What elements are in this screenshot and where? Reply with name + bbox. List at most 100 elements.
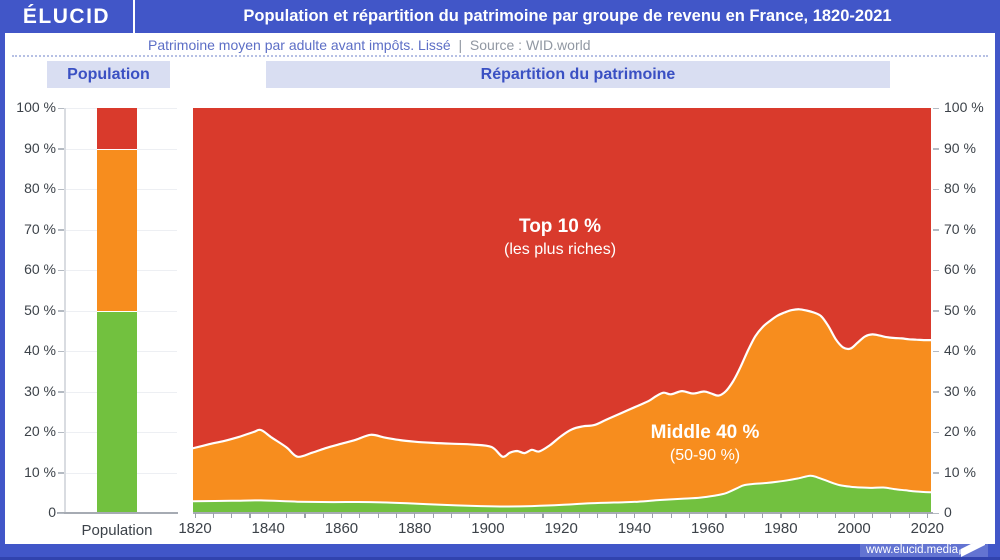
y-axis-tick-label: 60 % [24, 261, 56, 277]
page-border-right [995, 0, 1000, 560]
elucid-flag-icon [959, 537, 985, 557]
x-axis-tick [505, 513, 507, 518]
y-axis-tick-label: 50 % [944, 301, 976, 318]
x-axis-tick [725, 513, 727, 518]
y-axis-tick-label: 50 % [24, 301, 56, 318]
dotted-divider [12, 55, 988, 57]
y-axis-tick-label: 80 % [24, 180, 56, 196]
y-axis-tick [933, 472, 939, 474]
y-axis-tick-label: 10 % [944, 463, 976, 480]
y-axis-tick [933, 431, 939, 434]
subtitle-text: Patrimoine moyen par adulte avant impôts… [148, 37, 451, 53]
footer-bar [0, 544, 1000, 557]
y-axis-tick-label: 90 % [944, 139, 976, 156]
y-axis-tick [58, 107, 64, 110]
y-axis-tick [58, 310, 64, 312]
x-axis-tick [267, 513, 269, 518]
x-axis-tick [926, 513, 929, 518]
x-axis-tick [487, 513, 489, 518]
y-axis-tick [933, 310, 939, 312]
top10-title: Top 10 % [519, 216, 601, 237]
y-axis-tick [58, 148, 64, 150]
x-axis-tick-label: 1900 [471, 520, 505, 537]
x-axis-tick [286, 513, 288, 518]
y-axis-tick [933, 229, 939, 231]
y-axis-tick-label: 100 % [16, 99, 56, 115]
population-stacked-bar [97, 108, 137, 513]
main-chart-x-axis-line [193, 512, 933, 514]
middle40-subtitle: (50-90 %) [669, 447, 741, 464]
x-axis-tick [578, 513, 581, 518]
x-axis-tick [432, 513, 434, 518]
y-axis-tick [58, 472, 64, 474]
y-axis-tick [933, 269, 939, 272]
x-axis-tick [524, 513, 526, 518]
x-axis-tick-label: 2020 [910, 520, 945, 537]
population-chart-y-axis-line [64, 108, 66, 513]
y-axis-tick-label: 40 % [24, 342, 56, 358]
x-axis-tick [414, 513, 416, 518]
y-axis-tick-label: 10 % [24, 463, 56, 480]
x-axis-tick [194, 513, 196, 518]
y-axis-tick-label: 40 % [944, 342, 976, 358]
x-axis-tick [212, 513, 214, 518]
x-axis-tick [743, 513, 745, 518]
x-axis-tick [340, 513, 343, 518]
x-axis-tick [780, 513, 782, 518]
x-axis-tick-label: 1980 [764, 520, 798, 537]
middle40-title: Middle 40 % [650, 422, 760, 443]
x-axis-tick [597, 513, 599, 518]
x-axis-tick [633, 513, 636, 518]
x-axis-tick [816, 513, 819, 518]
y-axis-tick [58, 431, 64, 434]
x-axis-tick [395, 513, 398, 518]
subtitle-source: Source : WID.world [469, 37, 591, 53]
x-axis-tick-label: 1880 [398, 520, 432, 537]
x-axis-tick [707, 513, 709, 518]
x-axis-tick [377, 513, 379, 518]
x-axis-tick [908, 513, 910, 518]
x-axis-tick [835, 513, 837, 518]
x-axis-tick [450, 513, 452, 518]
x-axis-tick-label: 1940 [617, 520, 652, 537]
top10-area-label: Top 10 % (les plus riches) [430, 215, 690, 260]
bar-segment-separator [97, 309, 137, 312]
x-axis-tick [871, 513, 874, 518]
y-axis-tick [933, 350, 939, 353]
y-axis-tick [933, 148, 939, 150]
section-label-repartition: Répartition du patrimoine [266, 61, 890, 88]
x-axis-tick [615, 513, 617, 518]
bar-segment [97, 108, 137, 149]
x-axis-tick [853, 513, 855, 518]
chart-subtitle: Patrimoine moyen par adulte avant impôts… [148, 33, 591, 56]
y-axis-tick [58, 512, 64, 515]
x-axis-tick [231, 513, 233, 518]
x-axis-tick [469, 513, 471, 518]
header-bar: ÉLUCID Population et répartition du patr… [0, 0, 1000, 33]
page-title: Population et répartition du patrimoine … [243, 7, 892, 25]
y-axis-tick-label: 70 % [944, 220, 976, 237]
x-axis-tick [542, 513, 544, 518]
header-separator [133, 0, 135, 33]
x-axis-tick [762, 513, 764, 518]
website-badge: www.elucid.media [860, 537, 988, 557]
y-axis-tick [933, 107, 939, 110]
y-axis-tick [58, 188, 64, 191]
y-axis-tick-label: 30 % [944, 382, 976, 399]
y-axis-tick-label: 80 % [944, 180, 976, 196]
y-axis-tick-label: 60 % [944, 261, 976, 277]
y-axis-tick [58, 350, 64, 353]
subtitle-separator: | [450, 37, 470, 53]
y-axis-tick [933, 391, 939, 393]
population-bar-label: Population [81, 522, 153, 539]
y-axis-tick-label: 20 % [944, 423, 976, 439]
x-axis-tick [688, 513, 691, 518]
y-axis-tick-label: 100 % [944, 99, 984, 115]
x-axis-tick-label: 1840 [251, 520, 285, 537]
footer-bottom-edge [0, 557, 1000, 560]
x-axis-tick-label: 1860 [324, 520, 359, 537]
x-axis-tick [798, 513, 800, 518]
y-axis-tick [933, 188, 939, 191]
y-axis-tick-label: 0 [48, 504, 56, 520]
x-axis-tick-label: 1960 [690, 520, 725, 537]
